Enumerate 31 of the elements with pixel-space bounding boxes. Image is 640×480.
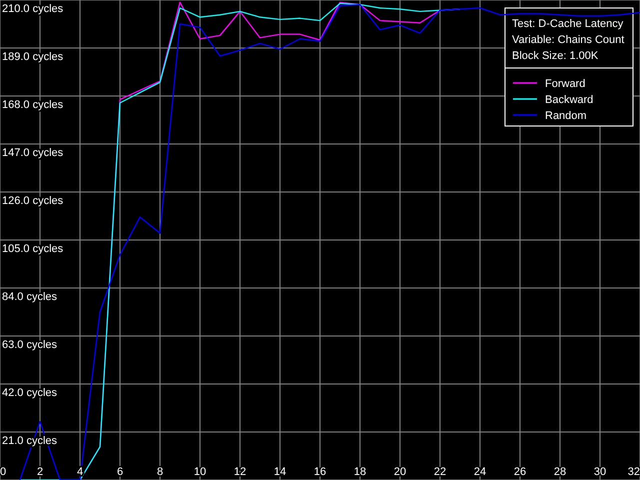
y-tick-label: 42.0 cycles: [2, 387, 58, 399]
y-tick-label: 210.0 cycles: [2, 3, 64, 15]
y-tick-label: 189.0 cycles: [2, 51, 64, 63]
x-tick-label: 24: [474, 466, 486, 478]
y-tick-label: 105.0 cycles: [2, 243, 64, 255]
x-tick-label: 26: [514, 466, 526, 478]
annotation: Test: D-Cache Latency: [512, 18, 624, 30]
legend-label: Random: [545, 110, 587, 122]
x-tick-label: 30: [594, 466, 606, 478]
y-tick-label: 84.0 cycles: [2, 291, 58, 303]
x-tick-label: 8: [156, 466, 164, 478]
x-tick-label: 10: [194, 466, 206, 478]
x-tick-label: 18: [354, 466, 366, 478]
x-tick-label: 32: [628, 466, 640, 478]
x-tick-label: 16: [314, 466, 326, 478]
annotation: Block Size: 1.00K: [512, 50, 599, 62]
y-tick-label: 147.0 cycles: [2, 147, 64, 159]
x-tick-label: 0: [0, 466, 6, 478]
annotation: Variable: Chains Count: [512, 34, 624, 46]
y-tick-label: 126.0 cycles: [2, 195, 64, 207]
x-tick-label: 20: [394, 466, 406, 478]
x-tick-label: 14: [274, 466, 286, 478]
x-tick-label: 22: [434, 466, 446, 478]
legend-label: Forward: [545, 78, 586, 90]
x-tick-label: 28: [554, 466, 566, 478]
x-tick-label: 2: [36, 466, 44, 478]
y-tick-label: 63.0 cycles: [2, 339, 58, 351]
x-tick-label: 6: [116, 466, 124, 478]
x-tick-label: 12: [234, 466, 246, 478]
legend-label: Backward: [545, 94, 594, 106]
y-tick-label: 168.0 cycles: [2, 99, 64, 111]
